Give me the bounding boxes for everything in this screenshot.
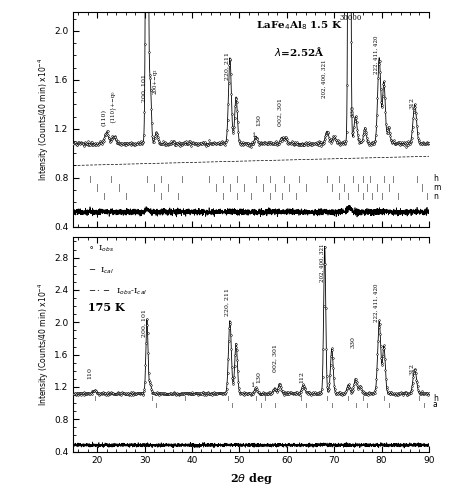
Text: h: h xyxy=(433,175,438,184)
Text: $-$  I$_{cal}$: $-$ I$_{cal}$ xyxy=(88,265,114,276)
Text: 330: 330 xyxy=(351,336,356,348)
Text: 200, 101: 200, 101 xyxy=(141,309,146,337)
Y-axis label: Intensity (Counts/40 min) x10$^{-4}$: Intensity (Counts/40 min) x10$^{-4}$ xyxy=(37,283,52,406)
Text: 130: 130 xyxy=(257,114,262,126)
Text: LaFe$_4$Al$_8$ 1.5 K: LaFe$_4$Al$_8$ 1.5 K xyxy=(256,19,343,32)
Text: 312: 312 xyxy=(410,97,415,109)
Text: $\circ$  I$_{obs}$: $\circ$ I$_{obs}$ xyxy=(88,244,114,254)
Text: i: i xyxy=(252,131,255,139)
Text: 220, 211: 220, 211 xyxy=(225,288,229,316)
Text: 312: 312 xyxy=(410,363,415,375)
Text: 002, 301: 002, 301 xyxy=(273,344,277,372)
Text: 112: 112 xyxy=(300,371,304,383)
Text: 330: 330 xyxy=(351,104,356,117)
Text: 220, 211: 220, 211 xyxy=(225,52,229,80)
Text: 130: 130 xyxy=(257,371,262,383)
Text: 222, 411, 420: 222, 411, 420 xyxy=(374,284,378,322)
X-axis label: 2$\theta$ deg: 2$\theta$ deg xyxy=(230,471,273,486)
Text: 222, 411, 420: 222, 411, 420 xyxy=(374,35,378,74)
Text: 200+−q₂: 200+−q₂ xyxy=(153,69,157,94)
Text: h: h xyxy=(433,394,438,403)
Text: 202, 400, 321: 202, 400, 321 xyxy=(321,60,326,98)
Text: 202, 400, 321: 202, 400, 321 xyxy=(320,244,325,282)
Text: i: i xyxy=(251,381,254,389)
Text: 002, 301: 002, 301 xyxy=(277,98,282,126)
Text: n: n xyxy=(433,192,438,201)
Text: (110): (110) xyxy=(102,109,107,126)
Text: {110}+−q₀: {110}+−q₀ xyxy=(109,90,115,123)
Text: m: m xyxy=(433,183,440,192)
Text: 200, 101: 200, 101 xyxy=(141,74,146,102)
Text: $\lambda$=2.52Å: $\lambda$=2.52Å xyxy=(274,44,325,57)
Text: $-\cdot-$  I$_{obs}$-I$_{cal}$: $-\cdot-$ I$_{obs}$-I$_{cal}$ xyxy=(88,286,147,297)
Text: 110: 110 xyxy=(88,367,92,379)
Y-axis label: Intensity (Counts/40 min) x10$^{-4}$: Intensity (Counts/40 min) x10$^{-4}$ xyxy=(37,58,52,181)
Text: 30000: 30000 xyxy=(339,14,362,22)
Text: a: a xyxy=(433,400,438,409)
Text: 175 K: 175 K xyxy=(88,302,124,313)
